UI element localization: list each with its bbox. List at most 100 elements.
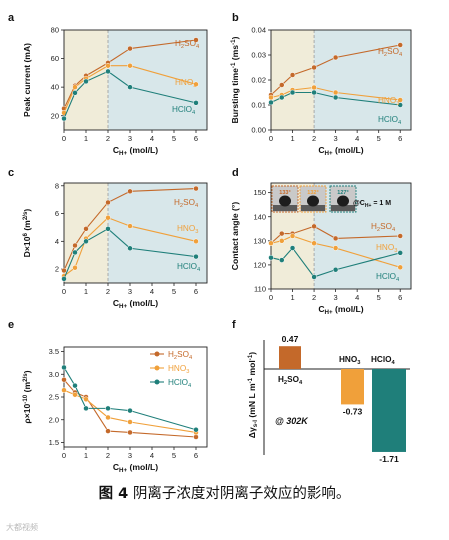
text-segment: (mN L m [247,383,257,420]
data-point-HNO3 [83,396,89,403]
text-segment: H+ [119,467,127,474]
data-point-H2SO4 [193,185,199,192]
x-tick-label: 6 [194,134,198,143]
text-segment: -1 [247,354,254,360]
text-segment: (mol/L) [333,304,364,314]
data-point-HClO4 [105,405,111,412]
data-point-HClO4 [279,257,285,263]
text-segment: 4 [196,44,200,50]
text-segment: ρ×10 [22,404,32,424]
x-tick-label: 2 [312,293,316,302]
x-tick-label: 0 [62,287,66,296]
substrate-shape [331,205,355,211]
x-tick-label: 3 [128,451,132,460]
caption-text: 阴离子浓度对阴离子效应的影响。 [132,486,351,502]
text-segment: Bursting time [230,68,240,124]
data-point-HClO4 [397,250,403,256]
x-tick-label: 1 [84,287,88,296]
data-point-HNO3 [332,89,339,96]
data-point-HNO3 [397,264,403,271]
series-label-HClO4: HClO4 [177,262,201,273]
series-line-H2SO4 [63,379,197,438]
text-segment: ) [247,352,257,355]
text-segment: H [371,222,377,231]
data-point-H2SO4 [105,199,111,206]
x-tick-label: 0 [269,134,273,143]
y-tick-label: 4 [55,237,59,246]
data-point-HClO4 [279,94,285,101]
text-segment: (mol/L) [127,145,158,155]
bg-region-high [108,183,207,283]
text-segment: C [318,145,324,155]
y-axis-title: Bursting time-1 (ms-1) [230,36,240,123]
data-point-HClO4 [72,382,78,389]
panel-b: 0 1 2 3 4 5 6 0.00 0.01 0.02 0.03 0.04 CH+ (mol/L) Bu… [230,12,412,157]
plot-frame [63,182,208,284]
text-segment: 3 [394,248,397,254]
x-tick-label: 2 [312,134,316,143]
text-segment: HClO [177,262,197,271]
plot-frame [63,29,208,131]
data-point-HClO4 [332,94,339,101]
text-segment: C [318,304,324,314]
series-label-HClO4: HClO4 [172,105,196,116]
data-point-H2SO4 [127,429,133,436]
panel-letter: a [8,12,15,24]
x-tick-label: 1 [84,134,88,143]
data-point-HClO4 [61,276,67,282]
data-point-HClO4 [193,253,199,260]
y-tick-label: 130 [253,236,266,245]
category-label-H2SO4: H2SO4 [278,375,303,386]
y-tick-label: 0.01 [251,101,266,110]
series-line-HClO4 [63,228,197,280]
text-segment: 2 [180,203,183,209]
text-segment: H+ [325,150,333,157]
text-segment: HClO [371,355,392,364]
x-tick-label: 3 [128,287,132,296]
text-segment: H [174,198,180,207]
temperature-annotation: @ 302K [275,416,309,426]
data-point-HClO4 [105,226,111,232]
text-segment: SO [184,39,196,48]
text-segment: (mol/L) [127,462,158,472]
category-label-HNO3: HNO3 [339,355,360,366]
droplet-shape [337,195,349,207]
data-point-HNO3 [332,245,339,251]
data-point-HClO4 [397,102,403,108]
data-point-HNO3 [61,387,67,393]
data-point-HNO3 [311,240,317,246]
panel-letter: f [232,319,236,331]
substrate-shape [273,205,297,211]
text-segment: H [278,375,284,384]
text-segment: HClO [378,115,398,124]
panel-letter: d [232,167,239,179]
y-tick-label: 0.02 [251,76,266,85]
text-segment: 4 [399,52,403,58]
data-point-HClO4 [289,89,296,96]
text-segment: 3 [396,101,399,107]
x-tick-label: 5 [377,293,381,302]
legend-label-HNO3: HNO3 [168,364,189,375]
data-point-HClO4 [72,249,78,256]
x-tick-label: 4 [355,134,359,143]
x-tick-label: 1 [290,293,294,302]
data-point-HClO4 [105,68,111,75]
x-tick-label: 5 [172,287,176,296]
y-tick-label: 150 [253,188,266,197]
text-segment: H [378,47,384,56]
text-segment: Peak current (mA) [22,43,32,117]
x-tick-label: 4 [355,293,359,302]
data-point-HClO4 [127,84,133,90]
y-tick-label: 140 [253,212,266,221]
text-segment: 2/s [22,211,29,220]
data-point-HClO4 [193,426,199,433]
data-point-H2SO4 [279,230,285,237]
text-segment: H+ [119,150,127,157]
data-point-HClO4 [289,245,296,251]
x-tick-label: 3 [128,134,132,143]
data-point-H2SO4 [72,242,78,249]
x-tick-label: 3 [334,134,338,143]
series-line-HClO4 [63,367,197,431]
series-label-H2SO4: H2SO4 [371,222,396,233]
